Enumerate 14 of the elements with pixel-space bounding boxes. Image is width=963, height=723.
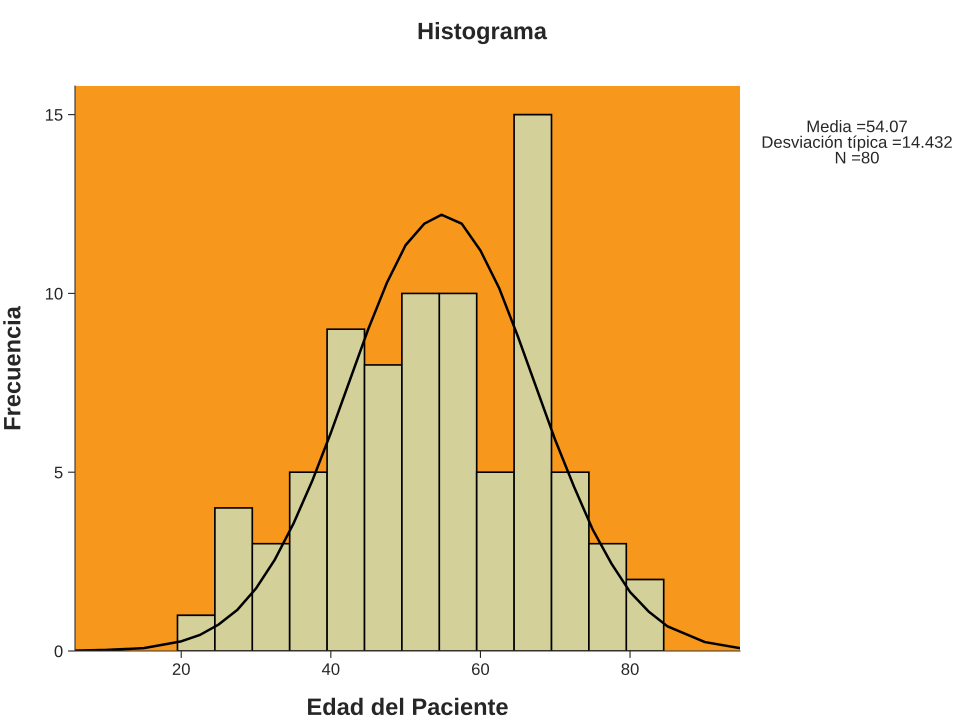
text: Desviación típica =14.432: [762, 136, 952, 152]
x-tick-label: 80: [621, 663, 639, 676]
y-tick-label: 15: [46, 109, 62, 121]
chart-title: Histograma: [418, 22, 548, 44]
x-tick-label: 60: [472, 663, 490, 676]
x-tick-label: 40: [322, 663, 340, 676]
y-tick-label: 5: [54, 466, 62, 478]
x-tick-label: 20: [172, 663, 190, 676]
text: N =80: [836, 152, 879, 164]
y-tick-label: 0: [54, 645, 63, 658]
y-axis-title: Frecuencia: [3, 306, 21, 430]
text: Media =54.07: [808, 120, 907, 132]
x-axis-title: Edad del Paciente: [308, 698, 508, 716]
y-tick-label: 10: [46, 288, 63, 300]
